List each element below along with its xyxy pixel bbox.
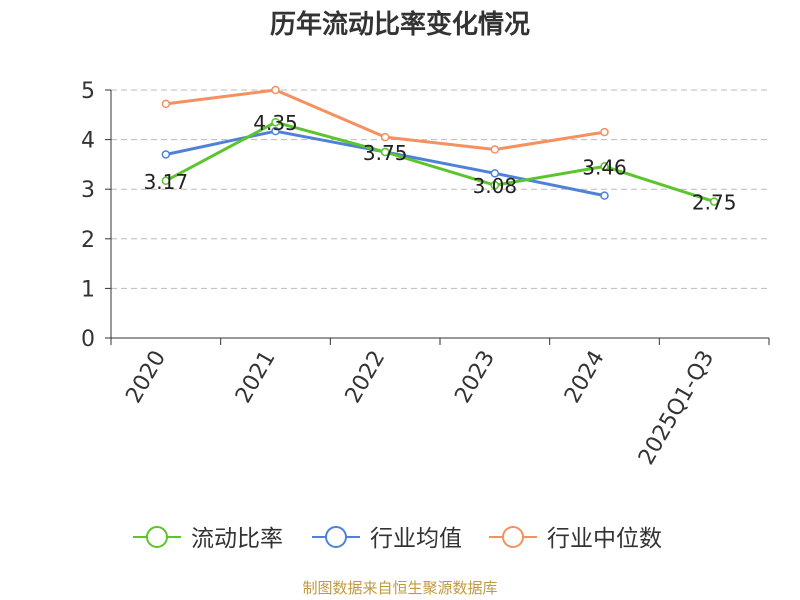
legend-item: 行业均值 — [312, 526, 462, 552]
x-tick-label: 2023 — [450, 347, 500, 408]
series-point-1 — [600, 162, 609, 171]
legend-item: 流动比率 — [133, 526, 283, 552]
series-point-3 — [161, 99, 171, 109]
data-label-layer: 3.17 4.35 3.75 3.08 3.46 2.75 — [144, 111, 737, 214]
y-tick-label: 0 — [81, 327, 95, 352]
x-tick-label: 2024 — [560, 347, 610, 408]
legend-item: 行业中位数 — [489, 526, 662, 552]
x-tick-label: 2022 — [341, 347, 391, 408]
data-source-footer: 制图数据来自恒生聚源数据库 — [302, 579, 498, 597]
series-point-1 — [271, 117, 280, 127]
y-tick-label: 3 — [81, 178, 95, 203]
series-point-3 — [600, 127, 609, 137]
y-tick-label: 5 — [81, 79, 95, 104]
grid-layer — [111, 89, 769, 289]
series-point-2 — [600, 191, 609, 200]
series-point-3 — [271, 85, 280, 95]
y-tick-label: 2 — [81, 228, 95, 253]
series-point-2 — [490, 169, 500, 178]
legend-label: 流动比率 — [191, 526, 283, 552]
data-label: 4.35 — [253, 111, 298, 135]
chart-title: 历年流动比率变化情况 — [269, 10, 530, 40]
series-point-2 — [161, 150, 171, 159]
series-point-2 — [271, 126, 280, 136]
y-tick-label: 4 — [81, 129, 95, 154]
series-layer — [161, 85, 719, 206]
x-tick-label: 2021 — [231, 347, 281, 408]
series-point-1 — [709, 197, 719, 206]
legend-label: 行业中位数 — [547, 526, 662, 552]
legend: 流动比率 行业均值 行业中位数 — [133, 526, 662, 552]
x-tick-label: 2020 — [121, 347, 171, 408]
legend-swatch-marker — [325, 526, 347, 548]
data-label: 2.75 — [692, 191, 737, 215]
legend-swatch-marker — [502, 526, 524, 548]
series-point-1 — [490, 180, 500, 190]
series-line-1 — [165, 120, 715, 204]
data-label: 3.17 — [144, 170, 189, 194]
y-tick-label: 1 — [81, 277, 95, 302]
data-label: 3.75 — [363, 141, 408, 165]
data-label: 3.08 — [473, 174, 518, 198]
axis-layer: 0 1 2 3 4 5 2020 2021 2022 2023 2024 2025Q1-Q3 — [81, 79, 770, 470]
series-point-1 — [380, 147, 390, 157]
legend-label: 行业均值 — [370, 526, 462, 552]
series-point-3 — [490, 145, 500, 154]
series-point-1 — [161, 176, 171, 186]
series-point-3 — [380, 132, 390, 142]
data-label: 3.46 — [582, 155, 627, 179]
legend-swatch-marker — [146, 526, 168, 548]
x-tick-label: 2025Q1-Q3 — [634, 347, 719, 470]
